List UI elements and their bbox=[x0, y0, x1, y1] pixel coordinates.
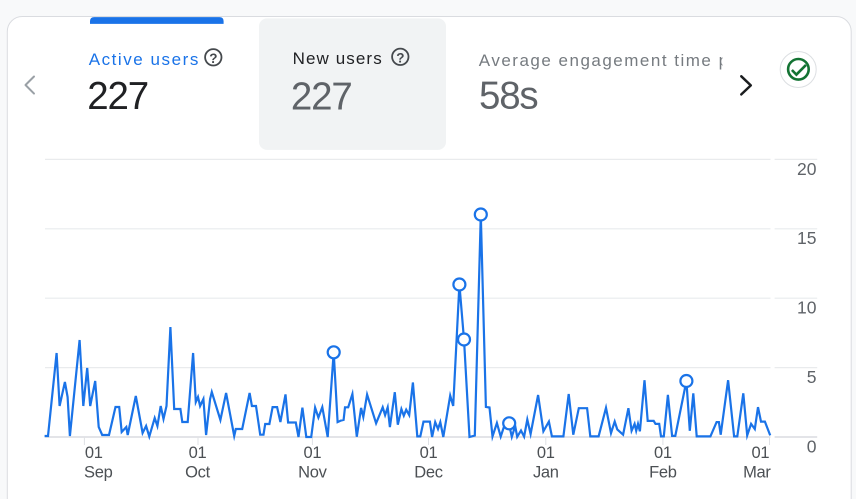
svg-text:01: 01 bbox=[420, 444, 438, 462]
svg-text:0: 0 bbox=[807, 436, 817, 456]
svg-text:01: 01 bbox=[654, 444, 672, 462]
svg-text:5: 5 bbox=[807, 367, 817, 387]
svg-text:227: 227 bbox=[291, 76, 352, 119]
svg-text:?: ? bbox=[209, 51, 217, 66]
svg-text:20: 20 bbox=[797, 159, 817, 179]
svg-text:01: 01 bbox=[189, 444, 207, 462]
svg-text:Active users: Active users bbox=[89, 50, 200, 69]
svg-text:?: ? bbox=[396, 50, 404, 65]
svg-text:Average engagement time pe: Average engagement time pe bbox=[479, 51, 741, 70]
svg-text:Sep: Sep bbox=[84, 463, 113, 481]
svg-text:10: 10 bbox=[797, 298, 817, 318]
svg-text:New users: New users bbox=[293, 49, 383, 68]
svg-text:Feb: Feb bbox=[649, 463, 677, 481]
svg-text:Oct: Oct bbox=[185, 463, 210, 481]
svg-text:227: 227 bbox=[87, 75, 148, 118]
svg-text:15: 15 bbox=[797, 228, 816, 248]
svg-text:Mar: Mar bbox=[743, 463, 771, 481]
svg-text:58s: 58s bbox=[479, 74, 537, 117]
svg-text:Jan: Jan bbox=[533, 463, 559, 481]
svg-text:01: 01 bbox=[85, 444, 103, 462]
svg-text:Dec: Dec bbox=[414, 463, 442, 481]
svg-text:01: 01 bbox=[304, 444, 322, 462]
svg-text:Nov: Nov bbox=[298, 463, 327, 481]
svg-text:01: 01 bbox=[537, 444, 555, 462]
svg-text:01: 01 bbox=[752, 444, 770, 462]
